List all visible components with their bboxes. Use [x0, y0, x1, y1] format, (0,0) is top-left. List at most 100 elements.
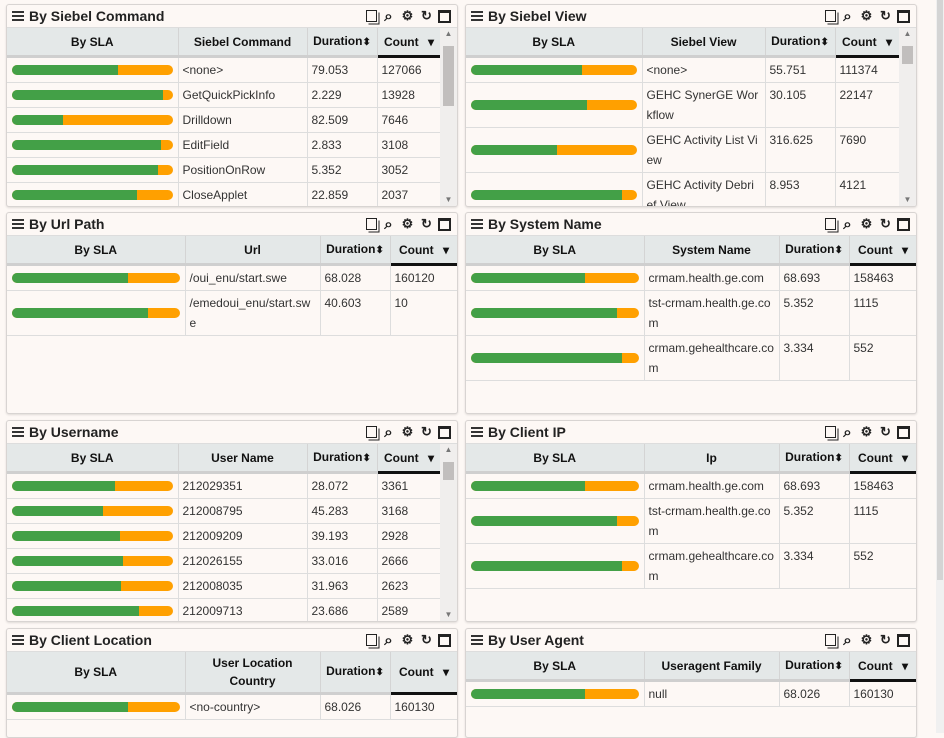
- scroll-up-arrow[interactable]: ▲: [903, 29, 912, 38]
- table-row[interactable]: tst-crmam.health.ge.com 5.352 1115: [466, 290, 916, 336]
- sort-icon[interactable]: ⬍: [834, 452, 843, 464]
- sort-desc-icon[interactable]: ▾: [882, 34, 892, 49]
- column-header-user-name[interactable]: User Name: [178, 444, 308, 474]
- zoom-icon[interactable]: ⌕: [384, 7, 393, 25]
- sort-desc-icon[interactable]: ▾: [424, 34, 434, 49]
- table-row[interactable]: tst-crmam.health.ge.com 5.352 1115: [466, 498, 916, 544]
- maximize-icon[interactable]: [897, 633, 910, 647]
- vertical-scrollbar[interactable]: ▲ ▼: [440, 444, 457, 621]
- column-header-duration[interactable]: Duration⬍: [779, 444, 850, 474]
- column-header-duration[interactable]: Duration⬍: [779, 236, 850, 266]
- refresh-icon[interactable]: ↻: [880, 424, 891, 439]
- menu-icon[interactable]: [12, 11, 24, 21]
- refresh-icon[interactable]: ↻: [880, 216, 891, 231]
- refresh-icon[interactable]: ↻: [421, 424, 432, 439]
- vertical-scrollbar[interactable]: ▲ ▼: [440, 28, 457, 206]
- zoom-icon[interactable]: ⌕: [384, 631, 393, 649]
- menu-icon[interactable]: [471, 219, 483, 229]
- export-icon[interactable]: [825, 634, 836, 646]
- menu-icon[interactable]: [471, 427, 483, 437]
- column-header-by-sla[interactable]: By SLA: [466, 28, 643, 58]
- sort-desc-icon[interactable]: ▾: [898, 658, 908, 673]
- sort-desc-icon[interactable]: ▾: [898, 242, 908, 257]
- column-header-count[interactable]: Count ▾: [849, 444, 916, 474]
- zoom-icon[interactable]: ⌕: [843, 631, 852, 649]
- scroll-up-arrow[interactable]: ▲: [444, 445, 453, 454]
- column-header-duration[interactable]: Duration⬍: [765, 28, 836, 58]
- export-icon[interactable]: [825, 10, 836, 22]
- menu-icon[interactable]: [471, 635, 483, 645]
- column-header-by-sla[interactable]: By SLA: [7, 652, 186, 695]
- maximize-icon[interactable]: [438, 217, 451, 231]
- zoom-icon[interactable]: ⌕: [384, 423, 393, 441]
- gear-icon[interactable]: ⚙: [401, 8, 414, 23]
- scroll-up-arrow[interactable]: ▲: [444, 29, 453, 38]
- table-row[interactable]: <none> 79.053 127066: [7, 56, 442, 83]
- gear-icon[interactable]: ⚙: [401, 632, 414, 647]
- table-row[interactable]: 212009209 39.193 2928: [7, 523, 442, 549]
- sort-icon[interactable]: ⬍: [834, 660, 843, 672]
- column-header-by-sla[interactable]: By SLA: [7, 444, 179, 474]
- column-header-duration[interactable]: Duration⬍: [320, 236, 391, 266]
- zoom-icon[interactable]: ⌕: [843, 7, 852, 25]
- export-icon[interactable]: [366, 426, 377, 438]
- sort-desc-icon[interactable]: ▾: [439, 242, 449, 257]
- table-row[interactable]: crmam.health.ge.com 68.693 158463: [466, 472, 916, 499]
- export-icon[interactable]: [366, 10, 377, 22]
- table-row[interactable]: 212009713 23.686 2589: [7, 598, 442, 621]
- column-header-siebel-command[interactable]: Siebel Command: [178, 28, 308, 58]
- scroll-thumb[interactable]: [443, 462, 454, 480]
- sort-icon[interactable]: ⬍: [362, 452, 371, 464]
- sort-desc-icon[interactable]: ▾: [439, 665, 449, 679]
- gear-icon[interactable]: ⚙: [860, 632, 873, 647]
- maximize-icon[interactable]: [438, 9, 451, 23]
- table-row[interactable]: EditField 2.833 3108: [7, 132, 442, 158]
- column-header-count[interactable]: Count ▾: [377, 444, 442, 474]
- vertical-scrollbar[interactable]: ▲ ▼: [899, 28, 916, 206]
- refresh-icon[interactable]: ↻: [880, 8, 891, 23]
- refresh-icon[interactable]: ↻: [880, 632, 891, 647]
- table-row[interactable]: GEHC Activity Debrief View 8.953 4121: [466, 172, 900, 206]
- gear-icon[interactable]: ⚙: [860, 216, 873, 231]
- scroll-down-arrow[interactable]: ▼: [444, 195, 453, 204]
- menu-icon[interactable]: [12, 219, 24, 229]
- sort-icon[interactable]: ⬍: [362, 36, 371, 48]
- column-header-by-sla[interactable]: By SLA: [466, 652, 645, 682]
- column-header-count[interactable]: Count ▾: [377, 28, 442, 58]
- column-header-system-name[interactable]: System Name: [644, 236, 780, 266]
- scroll-down-arrow[interactable]: ▼: [903, 195, 912, 204]
- column-header-count[interactable]: Count ▾: [390, 652, 457, 695]
- page-scrollbar-thumb[interactable]: [937, 0, 943, 580]
- column-header-count[interactable]: Count ▾: [835, 28, 900, 58]
- sort-desc-icon[interactable]: ▾: [424, 450, 434, 465]
- scroll-down-arrow[interactable]: ▼: [444, 610, 453, 619]
- table-row[interactable]: PositionOnRow 5.352 3052: [7, 157, 442, 183]
- column-header-count[interactable]: Count ▾: [849, 236, 916, 266]
- column-header-useragent-family[interactable]: Useragent Family: [644, 652, 780, 682]
- export-icon[interactable]: [825, 426, 836, 438]
- sort-icon[interactable]: ⬍: [820, 36, 829, 48]
- menu-icon[interactable]: [12, 635, 24, 645]
- export-icon[interactable]: [366, 634, 377, 646]
- column-header-url[interactable]: Url: [185, 236, 321, 266]
- gear-icon[interactable]: ⚙: [860, 8, 873, 23]
- table-row[interactable]: <none> 55.751 111374: [466, 56, 900, 83]
- refresh-icon[interactable]: ↻: [421, 8, 432, 23]
- column-header-ip[interactable]: Ip: [644, 444, 780, 474]
- column-header-duration[interactable]: Duration⬍: [779, 652, 850, 682]
- table-row[interactable]: Drilldown 82.509 7646: [7, 107, 442, 133]
- zoom-icon[interactable]: ⌕: [384, 215, 393, 233]
- table-row[interactable]: /oui_enu/start.swe 68.028 160120: [7, 264, 457, 291]
- table-row[interactable]: 212008035 31.963 2623: [7, 573, 442, 599]
- table-row[interactable]: 212029351 28.072 3361: [7, 472, 442, 499]
- maximize-icon[interactable]: [897, 9, 910, 23]
- column-header-by-sla[interactable]: By SLA: [7, 236, 186, 266]
- table-row[interactable]: GetQuickPickInfo 2.229 13928: [7, 82, 442, 108]
- column-header-duration[interactable]: Duration⬍: [307, 444, 378, 474]
- table-row[interactable]: 212026155 33.016 2666: [7, 548, 442, 574]
- column-header-count[interactable]: Count ▾: [849, 652, 916, 682]
- maximize-icon[interactable]: [897, 217, 910, 231]
- column-header-duration[interactable]: Duration⬍: [307, 28, 378, 58]
- gear-icon[interactable]: ⚙: [401, 216, 414, 231]
- sort-desc-icon[interactable]: ▾: [898, 450, 908, 465]
